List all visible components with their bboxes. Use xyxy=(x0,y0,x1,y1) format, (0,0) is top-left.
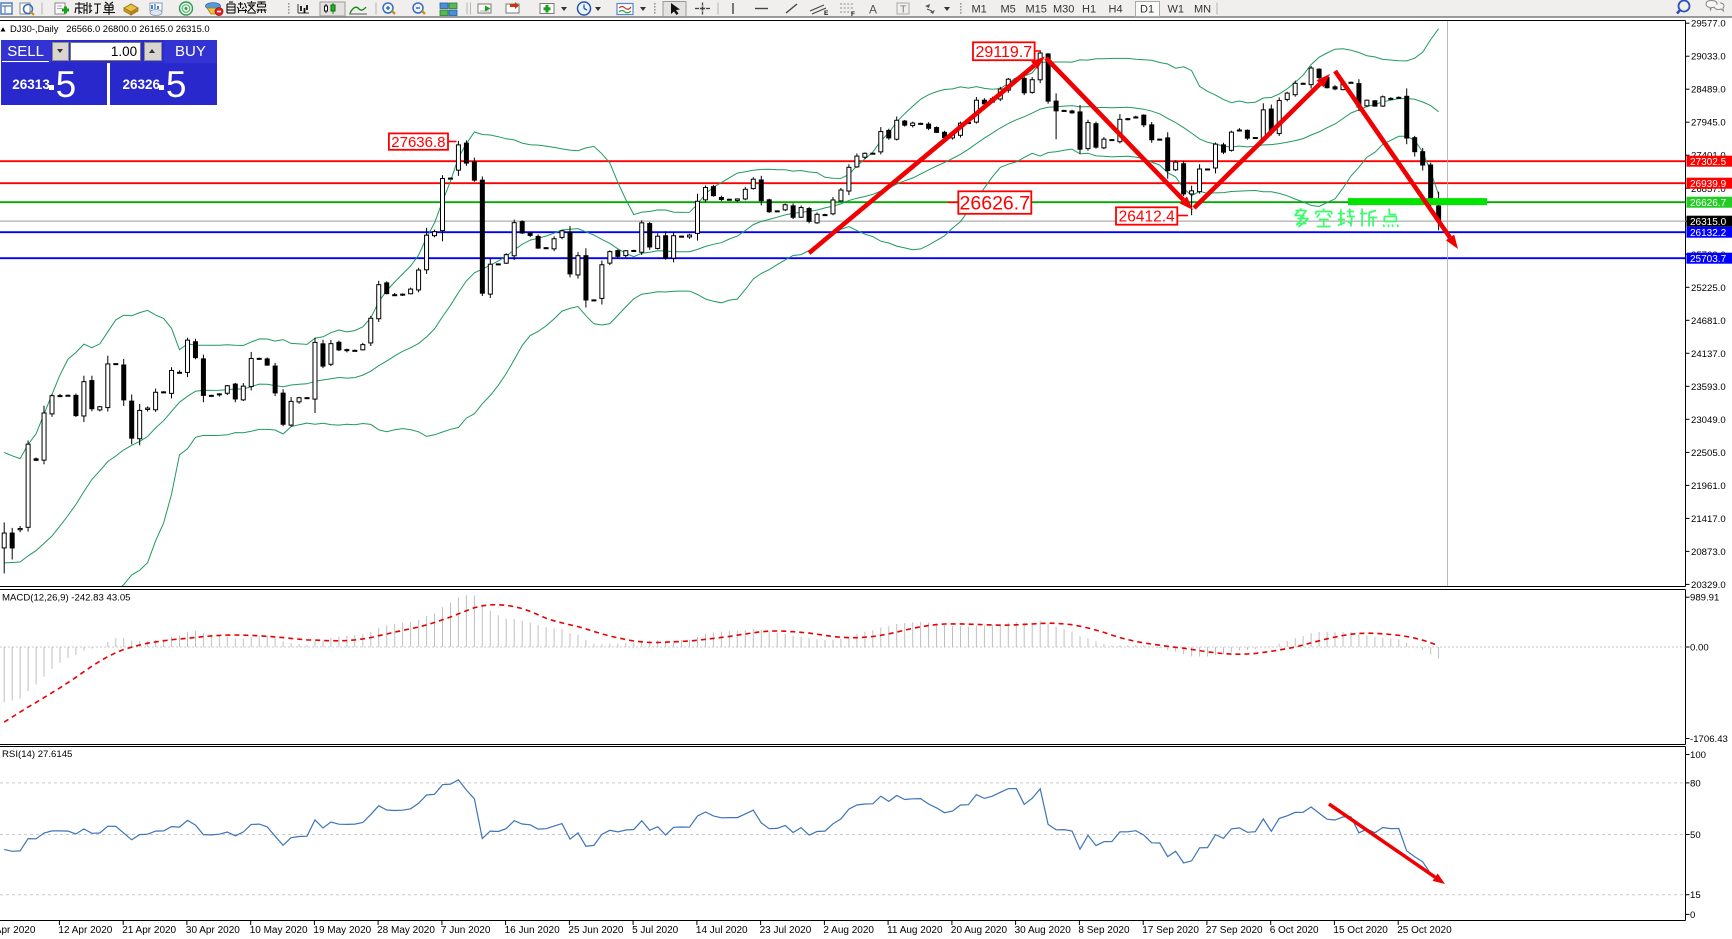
svg-text:15 Oct 2020: 15 Oct 2020 xyxy=(1333,925,1388,936)
svg-text:989.91: 989.91 xyxy=(1690,593,1719,604)
svg-text:7 Jun 2020: 7 Jun 2020 xyxy=(441,925,491,936)
svg-text:M5: M5 xyxy=(1001,4,1016,16)
svg-text:8 Sep 2020: 8 Sep 2020 xyxy=(1078,925,1130,936)
svg-text:H4: H4 xyxy=(1109,4,1123,16)
svg-text:28489.0: 28489.0 xyxy=(1691,85,1726,96)
svg-text:W1: W1 xyxy=(1168,4,1185,16)
svg-text:16 Jun 2020: 16 Jun 2020 xyxy=(505,925,560,936)
svg-text:30 Aug 2020: 30 Aug 2020 xyxy=(1015,925,1072,936)
svg-text:26939.9: 26939.9 xyxy=(1690,179,1727,190)
svg-text:21 Apr 2020: 21 Apr 2020 xyxy=(122,925,176,936)
svg-text:26626.7: 26626.7 xyxy=(1690,198,1727,209)
svg-text:12 Apr 2020: 12 Apr 2020 xyxy=(58,925,112,936)
svg-text:21417.0: 21417.0 xyxy=(1691,514,1726,525)
svg-text:24137.0: 24137.0 xyxy=(1691,349,1726,360)
svg-text:28 May 2020: 28 May 2020 xyxy=(377,925,435,936)
svg-text:A: A xyxy=(869,3,877,17)
svg-text:25 Jun 2020: 25 Jun 2020 xyxy=(568,925,623,936)
svg-text:RSI(14) 27.6145: RSI(14) 27.6145 xyxy=(2,749,72,760)
svg-text:11 Aug 2020: 11 Aug 2020 xyxy=(887,925,943,936)
svg-text:23593.0: 23593.0 xyxy=(1691,382,1726,393)
svg-text:29033.0: 29033.0 xyxy=(1691,52,1726,63)
svg-text:T: T xyxy=(900,4,907,16)
svg-text:0: 0 xyxy=(1690,910,1695,921)
svg-text:14 Jul 2020: 14 Jul 2020 xyxy=(696,925,748,936)
svg-text:22505.0: 22505.0 xyxy=(1691,448,1726,459)
svg-text:29119.7: 29119.7 xyxy=(975,44,1032,61)
svg-text:24681.0: 24681.0 xyxy=(1691,316,1726,327)
svg-text:2 Aug 2020: 2 Aug 2020 xyxy=(823,925,874,936)
svg-text:20329.0: 20329.0 xyxy=(1691,580,1726,591)
svg-text:27302.5: 27302.5 xyxy=(1690,157,1727,168)
svg-text:80: 80 xyxy=(1690,778,1701,789)
svg-text:26626.7: 26626.7 xyxy=(960,193,1031,215)
svg-text:H1: H1 xyxy=(1082,4,1096,16)
svg-text:20 Aug 2020: 20 Aug 2020 xyxy=(951,925,1008,936)
svg-text:27945.0: 27945.0 xyxy=(1691,118,1726,129)
svg-text:25 Oct 2020: 25 Oct 2020 xyxy=(1397,925,1452,936)
svg-text:5 Jul 2020: 5 Jul 2020 xyxy=(632,925,679,936)
svg-text:50: 50 xyxy=(1690,830,1701,841)
svg-text:10 May 2020: 10 May 2020 xyxy=(250,925,308,936)
svg-text:M15: M15 xyxy=(1026,4,1047,16)
svg-text:20873.0: 20873.0 xyxy=(1691,547,1726,558)
svg-text:0.00: 0.00 xyxy=(1690,643,1709,654)
svg-text:-1706.43: -1706.43 xyxy=(1690,734,1728,745)
svg-text:30 Apr 2020: 30 Apr 2020 xyxy=(186,925,240,936)
svg-text:23049.0: 23049.0 xyxy=(1691,415,1726,426)
svg-text:26315.0: 26315.0 xyxy=(1690,217,1727,228)
svg-text:100: 100 xyxy=(1690,750,1706,761)
svg-text:15: 15 xyxy=(1690,890,1701,901)
svg-text:M30: M30 xyxy=(1053,4,1074,16)
svg-text:D1: D1 xyxy=(1140,4,1154,16)
svg-text:2 Apr 2020: 2 Apr 2020 xyxy=(0,925,36,936)
svg-text:19 May 2020: 19 May 2020 xyxy=(313,925,371,936)
svg-text:26857.0: 26857.0 xyxy=(1691,184,1726,195)
svg-text:6 Oct 2020: 6 Oct 2020 xyxy=(1270,925,1319,936)
svg-text:M1: M1 xyxy=(972,4,987,16)
svg-text:21961.0: 21961.0 xyxy=(1691,481,1726,492)
svg-text:MACD(12,26,9) -242.83 43.05: MACD(12,26,9) -242.83 43.05 xyxy=(2,593,131,604)
svg-text:27636.8: 27636.8 xyxy=(391,134,445,151)
svg-text:29577.0: 29577.0 xyxy=(1691,19,1726,30)
svg-text:27 Sep 2020: 27 Sep 2020 xyxy=(1206,925,1263,936)
svg-text:26132.2: 26132.2 xyxy=(1690,228,1727,239)
svg-text:DJ30-,Daily 26566.0 26800.0: DJ30-,Daily 26566.0 26800.0 26165.0 2631… xyxy=(10,23,210,34)
svg-text:25225.0: 25225.0 xyxy=(1691,283,1726,294)
svg-text:F: F xyxy=(851,11,855,18)
svg-text:26412.4: 26412.4 xyxy=(1119,209,1175,226)
svg-text:23 Jul 2020: 23 Jul 2020 xyxy=(760,925,812,936)
svg-text:17 Sep 2020: 17 Sep 2020 xyxy=(1142,925,1199,936)
svg-text:MN: MN xyxy=(1194,4,1211,16)
svg-text:E: E xyxy=(824,10,829,17)
svg-text:25703.7: 25703.7 xyxy=(1690,254,1727,265)
